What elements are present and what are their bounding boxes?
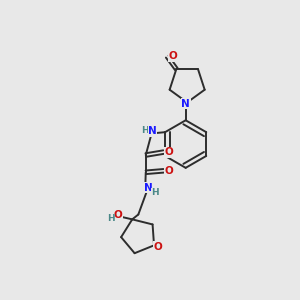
Text: O: O — [168, 51, 177, 61]
Text: N: N — [148, 126, 157, 136]
Text: O: O — [153, 242, 162, 252]
Text: O: O — [165, 166, 173, 176]
Text: N: N — [144, 183, 153, 193]
Text: H: H — [152, 188, 159, 197]
Text: O: O — [113, 210, 122, 220]
Text: H: H — [141, 126, 149, 135]
Text: H: H — [107, 214, 115, 223]
Text: N: N — [181, 99, 190, 109]
Text: O: O — [165, 147, 173, 157]
